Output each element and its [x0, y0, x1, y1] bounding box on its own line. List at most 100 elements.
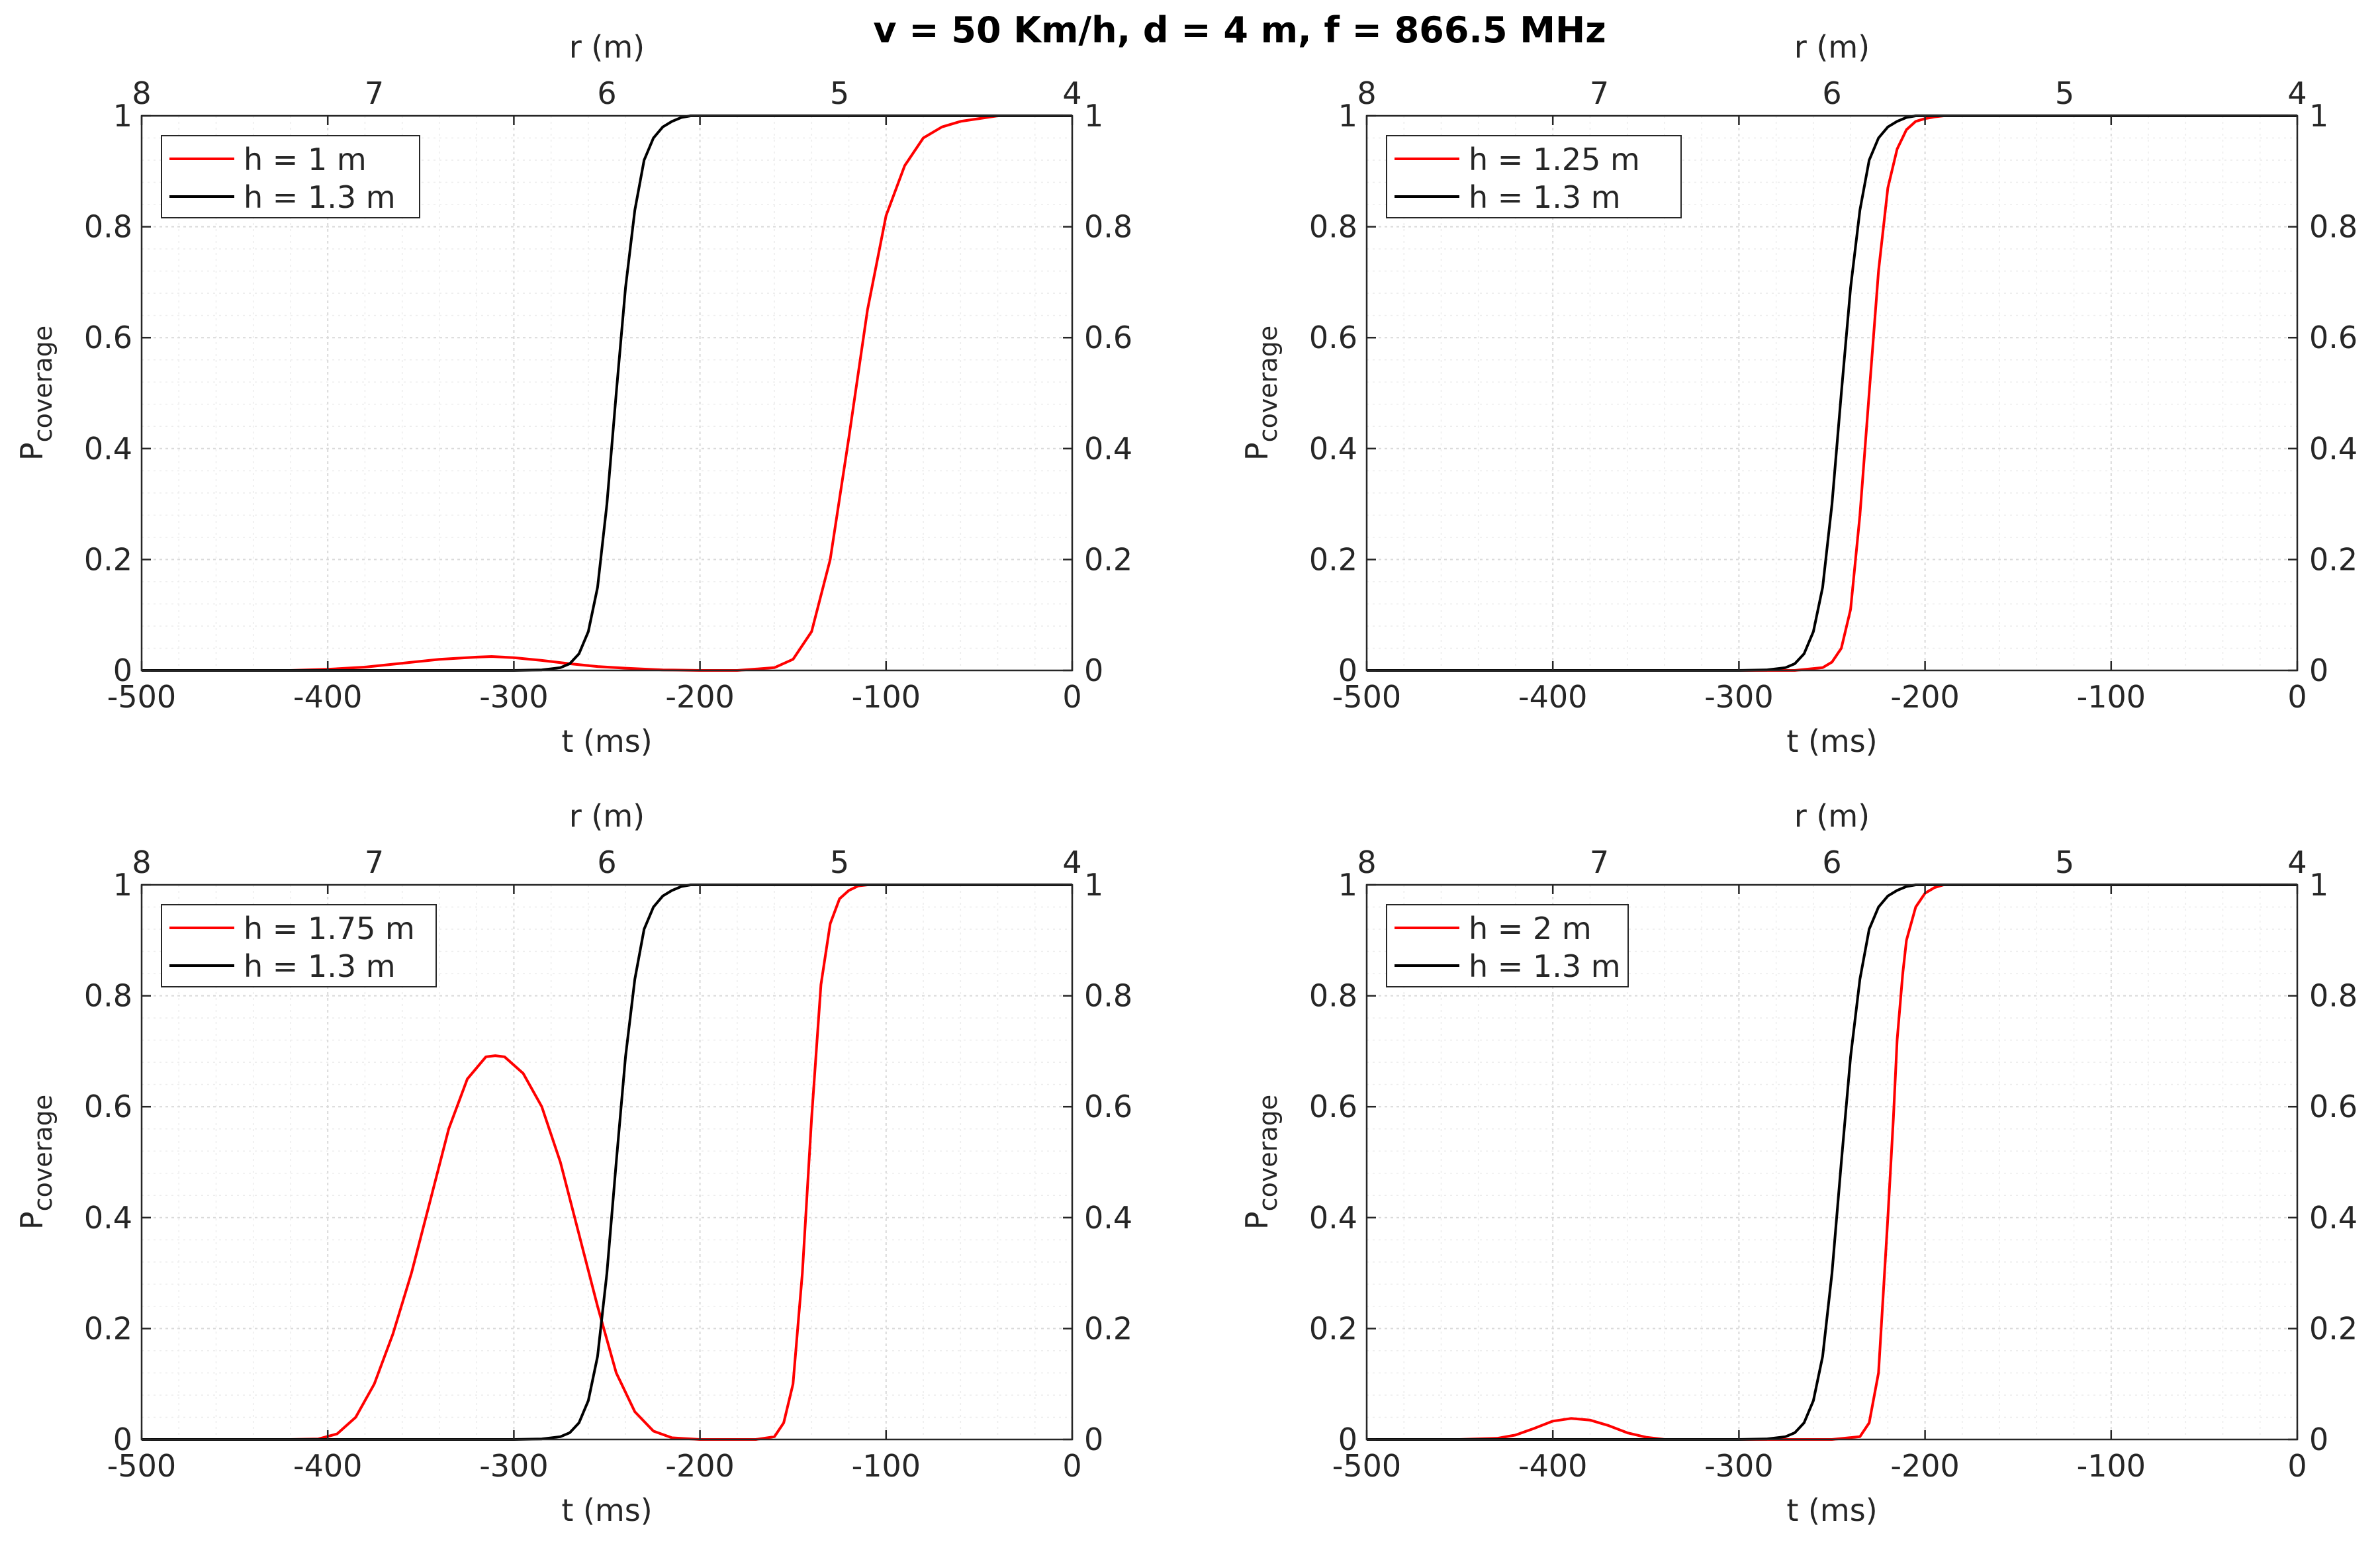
x-top-tick-label: 6	[597, 75, 616, 111]
y-right-tick-label: 0.4	[1084, 431, 1132, 467]
x-tick-label: -100	[2077, 679, 2146, 715]
x-top-axis-label: r (m)	[1794, 29, 1870, 65]
x-tick-label: -100	[2077, 1448, 2146, 1484]
y-right-tick-label: 0.6	[2309, 320, 2357, 355]
x-top-axis-label: r (m)	[569, 29, 645, 65]
x-axis-bottom: -500 -400 -300 -200 -100 0 t (ms)	[107, 885, 1082, 1528]
y-tick-label: 0	[113, 1422, 132, 1457]
y-right-tick-label: 0.8	[2309, 978, 2357, 1014]
legend-box	[161, 904, 437, 987]
x-top-tick-label: 5	[2055, 844, 2074, 880]
subplot-3: -500 -400 -300 -200 -100 0t (ms)8 7 6 5 4r (m)0 00…	[14, 798, 1132, 1528]
y-right-tick-label: 1	[1084, 867, 1103, 903]
axes-box	[1365, 114, 2299, 672]
subplot-2: -500 -400 -300 -200 -100 0t (ms)8 7 6 5 4r (m)0 00…	[1239, 29, 2357, 759]
legend-label-2: h = 1.3 m	[244, 948, 396, 984]
legend: h = 1 mh = 1.3 m	[161, 135, 420, 218]
y-tick-label: 0.2	[84, 541, 132, 577]
y-tick-label: 0.8	[84, 978, 132, 1014]
x-tick-label: -300	[1704, 679, 1773, 715]
x-top-tick-label: 5	[830, 844, 849, 880]
legend-label-2: h = 1.3 m	[1469, 179, 1621, 215]
x-tick-label: -400	[1518, 1448, 1587, 1484]
x-axis-label: t (ms)	[561, 1492, 652, 1528]
y-tick-label: 1	[113, 867, 132, 903]
y-axis-label-subscript: coverage	[1254, 326, 1283, 442]
y-axis: 0 0 0.2 0.2 0.4 0.4 0.6 0.6 0.8 0.8 1 1	[84, 98, 1132, 688]
x-axis-bottom: -500 -400 -300 -200 -100 0 t (ms)	[1332, 885, 2307, 1528]
y-tick-label: 0.2	[1309, 1310, 1357, 1346]
axes-box	[140, 884, 1074, 1441]
x-tick-label: -400	[293, 679, 362, 715]
legend-label-1: h = 1.75 m	[244, 911, 415, 946]
x-axis-top: 8 7 6 5 4 r (m)	[1357, 29, 2307, 111]
y-right-tick-label: 0.2	[2309, 541, 2357, 577]
legend: h = 1.25 mh = 1.3 m	[1386, 135, 1682, 218]
y-tick-label: 0.4	[1309, 1200, 1357, 1236]
x-tick-label: -400	[1518, 679, 1587, 715]
y-tick-label: 0	[113, 653, 132, 688]
series-line-1	[142, 884, 1072, 1441]
x-top-axis-label: r (m)	[569, 798, 645, 834]
y-tick-label: 0.8	[84, 209, 132, 245]
x-tick-label: -500	[1332, 1448, 1401, 1484]
y-right-tick-label: 0	[2309, 1422, 2328, 1457]
subplot-1: -500 -400 -300 -200 -100 0t (ms)8 7 6 5 4r (m)0 00…	[14, 29, 1132, 759]
x-tick-label: 0	[1062, 1448, 1081, 1484]
axes-box	[140, 114, 1074, 672]
x-tick-label: -300	[479, 679, 548, 715]
x-axis-bottom: -500 -400 -300 -200 -100 0 t (ms)	[107, 116, 1082, 759]
x-top-tick-label: 6	[597, 844, 616, 880]
x-top-tick-label: 8	[1357, 75, 1376, 111]
x-tick-label: -500	[107, 679, 176, 715]
x-top-tick-label: 4	[1062, 844, 1081, 880]
legend-box	[161, 135, 420, 218]
y-right-tick-label: 0.2	[1084, 541, 1132, 577]
legend-label-2: h = 1.3 m	[1469, 948, 1621, 984]
x-top-tick-label: 7	[1590, 75, 1609, 111]
y-right-tick-label: 0.8	[1084, 209, 1132, 245]
y-right-tick-label: 0.4	[1084, 1200, 1132, 1236]
y-right-tick-label: 0	[2309, 653, 2328, 688]
y-tick-label: 0	[1338, 1422, 1357, 1457]
x-top-tick-label: 4	[2287, 75, 2307, 111]
y-tick-label: 0.2	[1309, 541, 1357, 577]
y-tick-label: 0	[1338, 653, 1357, 688]
x-top-tick-label: 8	[132, 844, 151, 880]
x-tick-label: -100	[852, 679, 921, 715]
y-axis: 0 0 0.2 0.2 0.4 0.4 0.6 0.6 0.8 0.8 1 1	[1309, 98, 2357, 688]
y-axis-label: Pcoverage	[14, 1095, 58, 1230]
x-axis-label: t (ms)	[561, 723, 652, 759]
y-tick-label: 0.6	[84, 320, 132, 355]
y-axis-label-subscript: coverage	[1254, 1095, 1283, 1211]
legend-box	[1386, 904, 1629, 987]
x-tick-label: -400	[293, 1448, 362, 1484]
subplot-4: -500 -400 -300 -200 -100 0t (ms)8 7 6 5 4r (m)0 00…	[1239, 798, 2357, 1528]
x-tick-label: -200	[665, 1448, 734, 1484]
y-axis-label-main: P	[1239, 1211, 1275, 1230]
y-axis: 0 0 0.2 0.2 0.4 0.4 0.6 0.6 0.8 0.8 1 1	[1309, 867, 2357, 1457]
legend-label-1: h = 1.25 m	[1469, 142, 1640, 177]
x-tick-label: -200	[1890, 679, 1959, 715]
x-axis-top: 8 7 6 5 4 r (m)	[1357, 798, 2307, 880]
y-axis-label-main: P	[1239, 442, 1275, 461]
legend-label-2: h = 1.3 m	[244, 179, 396, 215]
legend: h = 1.75 mh = 1.3 m	[161, 904, 437, 987]
series-line-1	[1367, 884, 2297, 1441]
y-axis-label: Pcoverage	[1239, 326, 1283, 461]
legend-label-1: h = 1 m	[244, 142, 367, 177]
x-tick-label: 0	[2287, 1448, 2307, 1484]
y-axis-label-subscript: coverage	[28, 326, 58, 442]
y-tick-label: 0.4	[84, 431, 132, 467]
figure-title: v = 50 Km/h, d = 4 m, f = 866.5 MHz	[873, 9, 1606, 51]
subplots: -500 -400 -300 -200 -100 0t (ms)8 7 6 5 4r (m)0 00…	[14, 29, 2357, 1528]
x-tick-label: -500	[107, 1448, 176, 1484]
y-tick-label: 0.8	[1309, 978, 1357, 1014]
y-tick-label: 0.4	[84, 1200, 132, 1236]
x-axis-label: t (ms)	[1786, 1492, 1877, 1528]
y-right-tick-label: 0.4	[2309, 1200, 2357, 1236]
x-top-tick-label: 8	[1357, 844, 1376, 880]
y-axis: 0 0 0.2 0.2 0.4 0.4 0.6 0.6 0.8 0.8 1 1	[84, 867, 1132, 1457]
x-top-tick-label: 6	[1822, 75, 1841, 111]
x-tick-label: -100	[852, 1448, 921, 1484]
